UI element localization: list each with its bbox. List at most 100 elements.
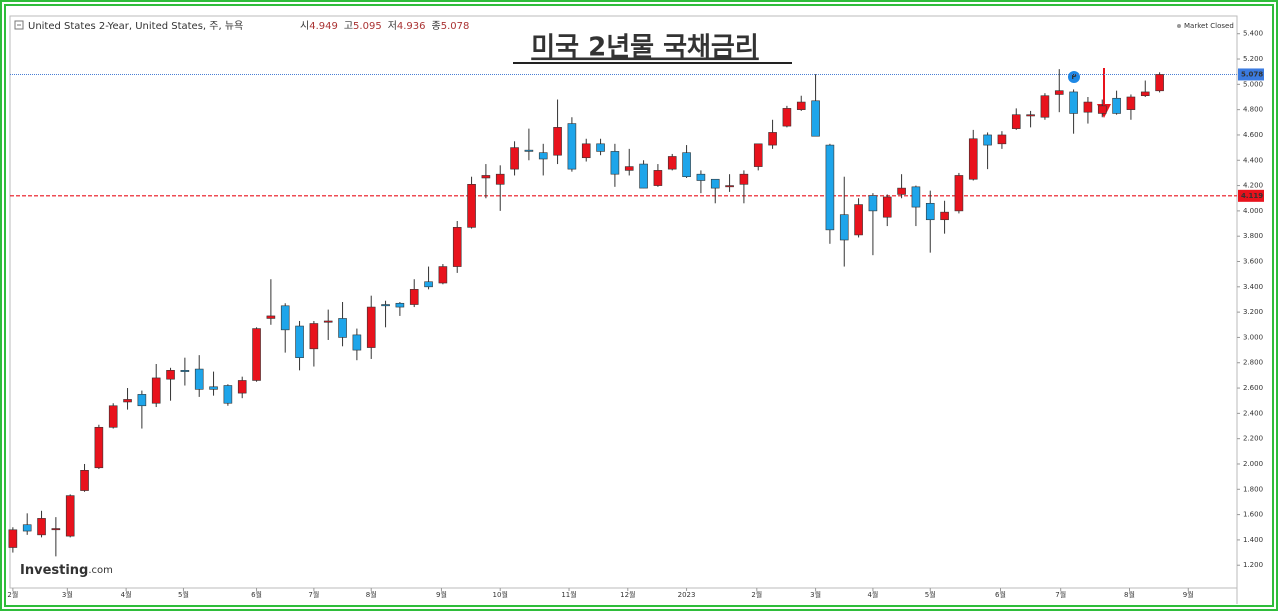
- x-tick-label: 6월: [251, 590, 262, 599]
- x-tick-label: 4월: [121, 590, 132, 599]
- y-tick-label: 3.400: [1243, 283, 1263, 291]
- candle-body: [481, 175, 491, 179]
- candle-body: [753, 143, 763, 167]
- candle-body: [1155, 74, 1164, 92]
- ohlc-value: 4.936: [397, 21, 426, 32]
- candle-body: [323, 320, 333, 323]
- y-tick-label: 3.000: [1243, 333, 1263, 341]
- candle-body: [639, 163, 648, 189]
- candle-body: [366, 306, 376, 348]
- candle-body: [237, 380, 247, 394]
- x-tick-label: 8월: [1124, 590, 1135, 599]
- status: Market Closed: [1184, 22, 1234, 30]
- candle-body: [725, 185, 734, 188]
- candle-body: [538, 152, 548, 160]
- candle-body: [108, 405, 118, 428]
- candle-body: [266, 315, 276, 319]
- candle-body: [309, 323, 319, 350]
- candle-body: [424, 281, 433, 288]
- candle-body: [1040, 95, 1050, 118]
- x-tick-label: 5월: [178, 590, 189, 599]
- watermark: Investing.com: [20, 563, 113, 578]
- candle-body: [696, 173, 706, 181]
- candle-body: [452, 227, 462, 267]
- y-tick-label: 2.800: [1243, 359, 1263, 367]
- candle-body: [968, 138, 978, 180]
- candle-body: [553, 127, 562, 156]
- ohlc-value: 5.078: [441, 21, 470, 32]
- y-tick-label: 4.000: [1243, 207, 1263, 215]
- candle-body: [925, 202, 935, 221]
- candle-body: [940, 211, 949, 221]
- candle-body: [166, 370, 175, 380]
- y-tick-label: 1.600: [1243, 511, 1263, 519]
- candle-body: [868, 195, 878, 212]
- candle-body: [624, 166, 634, 171]
- candle-body: [252, 328, 261, 381]
- candle-body: [768, 132, 777, 146]
- candle-body: [338, 318, 347, 338]
- p-badge-label: P: [1071, 73, 1076, 81]
- status-dot: [1177, 24, 1181, 28]
- candle-body: [524, 149, 534, 152]
- y-tick-label: 4.800: [1243, 106, 1263, 114]
- reference-label-bg: [1238, 189, 1264, 202]
- candle-body: [1083, 101, 1093, 113]
- x-tick-label: 7월: [308, 590, 319, 599]
- candle-body: [137, 394, 147, 407]
- ohlc-label: 종: [432, 20, 441, 32]
- candle-body: [1011, 114, 1021, 129]
- y-tick-label: 1.200: [1243, 561, 1263, 569]
- y-tick-label: 5.400: [1243, 30, 1263, 38]
- y-tick-label: 1.800: [1243, 485, 1263, 493]
- candle-body: [911, 186, 921, 208]
- candle-body: [510, 147, 519, 170]
- watermark-suffix: .com: [88, 565, 113, 576]
- y-tick-label: 2.200: [1243, 435, 1263, 443]
- x-tick-label: 9월: [436, 590, 447, 599]
- ohlc-label: 저: [388, 20, 397, 32]
- candle-body: [51, 528, 61, 531]
- x-tick-label: 4월: [867, 590, 878, 599]
- candle-body: [467, 184, 476, 228]
- candle-body: [710, 178, 720, 189]
- candle-body: [682, 152, 691, 178]
- candle-body: [739, 173, 749, 185]
- ohlc-label: 시: [300, 20, 309, 32]
- y-tick-label: 3.200: [1243, 308, 1263, 316]
- candle-body: [882, 196, 892, 218]
- candle-body: [610, 151, 620, 175]
- ohlc-value: 4.949: [309, 21, 338, 32]
- candle-body: [1140, 91, 1150, 97]
- last-price-label: 5.078: [1241, 70, 1263, 78]
- candle-body: [1112, 97, 1121, 114]
- candle-body: [825, 144, 835, 231]
- candle-body: [180, 370, 190, 372]
- candle-body: [409, 289, 419, 305]
- x-tick-label: 6월: [995, 590, 1006, 599]
- x-tick-label: 9월: [1183, 590, 1194, 599]
- collapse-icon: [14, 20, 24, 30]
- last-price-bg: [1238, 68, 1264, 81]
- watermark-main: Investing: [20, 563, 88, 578]
- candle-body: [495, 173, 505, 185]
- x-tick-label: 3월: [62, 590, 73, 599]
- x-tick-label: 2월: [751, 590, 762, 599]
- candle-body: [295, 325, 304, 358]
- candle-body: [65, 495, 75, 537]
- candle-body: [80, 470, 89, 491]
- candle-body: [653, 170, 663, 186]
- candle-body: [854, 204, 863, 236]
- y-tick-label: 4.600: [1243, 131, 1263, 139]
- x-tick-label: 5월: [925, 590, 936, 599]
- candle-body: [596, 143, 605, 152]
- candle-body: [194, 368, 204, 390]
- y-tick-label: 5.000: [1243, 80, 1263, 88]
- candle-body: [352, 334, 362, 351]
- x-tick-label: 10월: [493, 590, 508, 599]
- candle-body: [37, 518, 46, 536]
- candle-body: [897, 187, 906, 195]
- y-tick-label: 1.400: [1243, 536, 1263, 544]
